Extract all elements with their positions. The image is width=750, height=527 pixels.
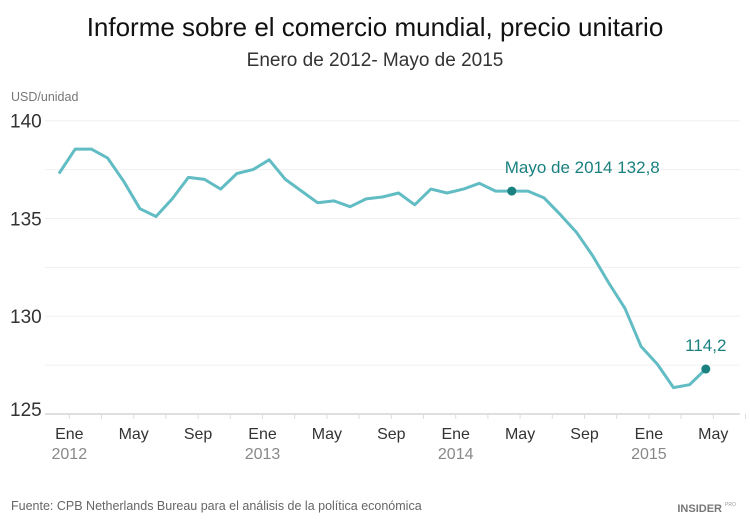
chart-title: Informe sobre el comercio mundial, preci… [87,12,664,42]
svg-text:PRO: PRO [725,502,736,508]
x-tick-label: Ene [441,426,470,443]
y-tick-label: 125 [10,400,42,421]
x-tick-year-label: 2015 [631,446,667,463]
y-tick-labels: 140 135 130 125 [10,112,42,421]
x-tick-label: May [312,426,342,443]
annotations: Mayo de 2014 132,8 114,2 [505,158,726,374]
x-tick-year-label: 2014 [438,446,474,463]
insider-pro-logo: INSIDER PRO [677,502,736,515]
x-tick-year-label: 2013 [245,446,281,463]
x-ticks [68,414,746,419]
x-tick-label: Sep [570,426,599,443]
gridlines [45,120,740,366]
source-note: Fuente: CPB Netherlands Bureau para el a… [11,499,422,513]
x-tick-label: Ene [248,426,277,443]
x-tick-label: May [698,426,728,443]
svg-text:INSIDER: INSIDER [677,503,722,515]
x-tick-labels: Ene 2012 May Sep Ene 2013 May Sep Ene 2014 May Sep E… [52,426,729,463]
chart-subtitle: Enero de 2012- Mayo de 2015 [247,50,504,71]
x-tick-year-label: 2012 [52,446,88,463]
y-tick-label: 140 [10,112,42,133]
x-tick-label: May [505,426,535,443]
annotation-point [701,364,711,374]
annotation-label: Mayo de 2014 132,8 [505,158,660,177]
x-tick-label: Ene [635,426,664,443]
annotation-point [507,186,517,196]
series-line [57,147,707,390]
y-tick-label: 135 [10,209,42,230]
x-tick-label: Sep [377,426,406,443]
x-tick-label: Ene [55,426,84,443]
x-tick-label: Sep [184,426,213,443]
annotation-label: 114,2 [685,336,726,355]
x-tick-label: May [119,426,149,443]
y-tick-label: 130 [10,307,42,328]
y-axis-label: USD/unidad [11,90,78,104]
